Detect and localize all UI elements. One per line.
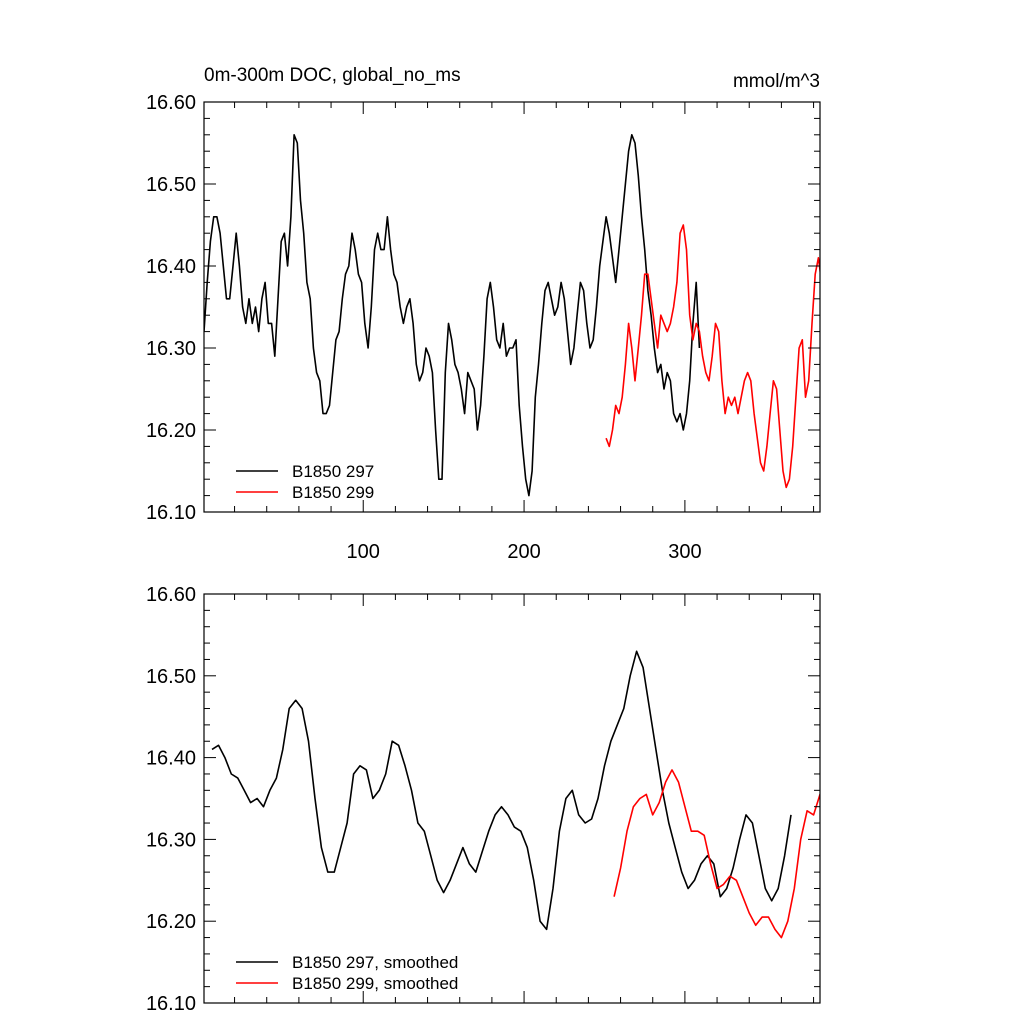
bottom-panel-plot-area: 16.10 16.20 16.30 16.40 16.50 16.60 [146, 584, 821, 1015]
bottom-panel-legend: B1850 297, smoothed B1850 299, smoothed [236, 953, 458, 993]
y-tick-label: 16.20 [146, 911, 196, 933]
top-panel: 0m-300m DOC, global_no_ms mmol/m^3 16.10… [146, 65, 821, 563]
top-panel-title: 0m-300m DOC, global_no_ms [204, 65, 461, 86]
x-tick-label: 200 [507, 541, 540, 563]
top-panel-plot-area: 16.10 16.20 16.30 16.40 16.50 16.60 100 200 300 [146, 92, 821, 563]
legend-label-b1850-299: B1850 299 [292, 483, 374, 502]
x-tick-label: 100 [347, 541, 380, 563]
legend-label-b1850-297: B1850 297 [292, 462, 374, 481]
y-tick-label: 16.10 [146, 993, 196, 1015]
y-tick-label: 16.60 [146, 584, 196, 606]
y-tick-label: 16.50 [146, 666, 196, 688]
y-tick-label: 16.40 [146, 256, 196, 278]
legend-label-b1850-297-smoothed: B1850 297, smoothed [292, 953, 458, 972]
bottom-panel: 16.10 16.20 16.30 16.40 16.50 16.60 B1850 297… [146, 584, 821, 1015]
legend-label-b1850-299-smoothed: B1850 299, smoothed [292, 974, 458, 993]
series-line-b1850-299-smoothed [613, 769, 820, 939]
y-tick-label: 16.10 [146, 502, 196, 524]
series-line-b1850-297 [204, 134, 701, 497]
series-line-b1850-299 [605, 224, 820, 489]
y-tick-label: 16.40 [146, 748, 196, 770]
top-panel-units: mmol/m^3 [733, 71, 820, 92]
series-line-b1850-297-smoothed [211, 650, 792, 931]
plot-frame [203, 101, 821, 513]
y-tick-label: 16.30 [146, 338, 196, 360]
y-tick-label: 16.60 [146, 92, 196, 114]
y-tick-label: 16.50 [146, 174, 196, 196]
plot-frame [203, 593, 821, 1004]
y-tick-label: 16.20 [146, 420, 196, 442]
top-panel-legend: B1850 297 B1850 299 [236, 462, 374, 502]
x-tick-label: 300 [668, 541, 701, 563]
y-tick-label: 16.30 [146, 829, 196, 851]
